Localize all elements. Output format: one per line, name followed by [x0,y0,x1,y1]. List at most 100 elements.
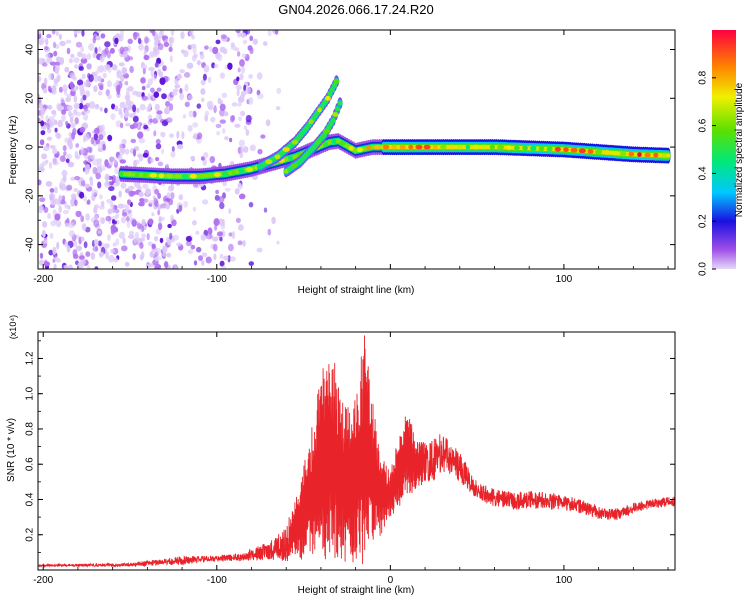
noise-speckle [137,131,144,139]
colorbar-gradient [712,30,736,269]
ridge-peak [628,151,635,157]
noise-speckle [55,31,59,36]
noise-speckle [86,53,92,60]
ridge-cell [337,100,343,106]
noise-speckle [93,219,100,228]
noise-speckle [75,41,83,48]
noise-speckle [84,183,90,188]
colorbar-tick-label: 0.2 [698,214,709,228]
noise-speckle [71,131,76,140]
noise-speckle [144,36,149,44]
noise-speckle [92,166,98,175]
noise-speckle [70,193,77,200]
ridge-peak [246,167,253,172]
noise-speckle [201,260,205,266]
noise-speckle [240,110,246,117]
noise-speckle [85,90,90,98]
noise-speckle [205,233,213,240]
colorbar-tick-label: 0.4 [698,166,709,180]
noise-speckle [68,58,73,64]
noise-speckle [235,84,242,91]
noise-speckle [147,92,151,101]
noise-speckle [125,91,130,100]
noise-speckle [42,221,48,228]
noise-speckle [224,187,231,192]
noise-speckle [154,103,160,112]
noise-speckle [151,243,156,249]
noise-speckle [192,46,197,55]
noise-speckle [132,115,139,123]
noise-speckle [39,197,46,203]
noise-speckle [163,261,169,268]
ridge-peak [214,172,221,178]
noise-speckle [213,218,220,227]
spectrogram-x-label: Height of straight line (km) [298,285,415,296]
noise-speckle [235,217,241,224]
snr-frame [37,331,676,571]
noise-speckle [83,80,90,88]
spectrogram-y-label: Frequency (Hz) [8,116,19,185]
noise-speckle [132,32,140,37]
noise-speckle [216,130,221,136]
noise-speckle [234,123,241,128]
noise-speckle [205,256,212,264]
ridge-peak [457,144,463,150]
noise-speckle [189,30,194,37]
noise-speckle [166,192,171,199]
ridge-peak [506,145,512,151]
noise-speckle [132,253,136,260]
noise-speckle [114,105,119,112]
ridge-peak [612,150,618,156]
noise-speckle [141,218,146,226]
noise-speckle [221,265,226,269]
noise-speckle [174,264,178,269]
noise-speckle [88,43,95,51]
noise-speckle [77,51,83,58]
noise-speckle [43,259,48,267]
noise-speckle [249,47,254,55]
ridge-peak [149,173,158,178]
noise-speckle [185,235,192,242]
noise-speckle [100,200,105,208]
noise-speckle [48,161,53,169]
noise-speckle [105,251,109,260]
noise-speckle [64,66,70,73]
noise-speckle [201,156,205,161]
noise-speckle [49,232,54,239]
ridge-peak [391,144,398,150]
ridge-peak [415,144,423,150]
noise-speckle [202,199,209,205]
noise-speckle [89,180,94,186]
noise-speckle [176,130,180,139]
noise-speckle [54,213,61,221]
noise-speckle [241,53,248,58]
noise-speckle [63,151,67,156]
noise-speckle [127,212,133,219]
noise-speckle [112,226,119,233]
noise-speckle [88,74,94,82]
noise-speckle [169,133,174,138]
noise-speckle [131,219,137,227]
noise-speckle [248,96,254,105]
noise-speckle [156,87,162,92]
noise-speckle [54,127,58,133]
noise-speckle [227,62,233,70]
ridge-peak [317,107,322,113]
figure-title: GN04.2026.066.17.24.R20 [278,2,433,17]
noise-speckle [99,125,103,134]
noise-speckle [128,185,135,190]
noise-speckle [86,63,92,70]
noise-speckle [200,88,206,95]
noise-speckle [134,231,140,239]
noise-speckle [146,83,151,89]
noise-speckle [49,61,57,66]
noise-speckle [94,239,99,246]
ridge-peak [348,145,354,151]
ridge-peak [299,157,305,163]
noise-speckle [249,144,256,152]
noise-speckle [66,245,71,253]
noise-speckle [222,180,228,187]
noise-speckle [167,223,172,229]
noise-speckle [139,104,146,111]
noise-speckle [68,230,75,238]
